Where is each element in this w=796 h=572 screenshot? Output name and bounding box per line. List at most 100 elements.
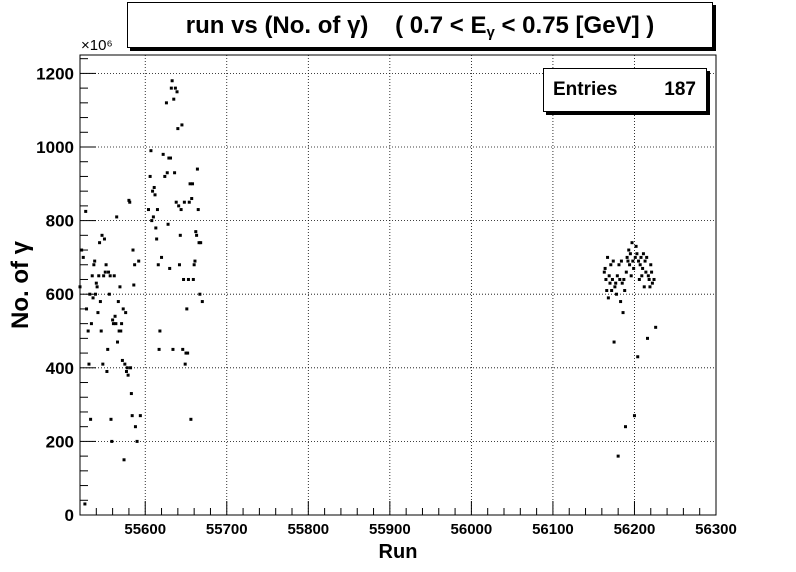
scatter-point (635, 252, 639, 256)
scatter-point (163, 174, 167, 178)
scatter-point (155, 208, 159, 212)
scatter-point (624, 270, 628, 274)
scatter-point (190, 197, 194, 201)
x-tick-label: 55800 (287, 521, 329, 538)
scatter-point (177, 204, 181, 208)
scatter-point (637, 259, 641, 263)
scatter-point (127, 198, 131, 202)
scatter-point (612, 340, 616, 344)
scatter-point (180, 123, 184, 127)
grid-lines (80, 55, 717, 515)
scatter-point (131, 248, 135, 252)
scatter-point (157, 347, 161, 351)
scatter-point (181, 347, 185, 351)
scatter-point (130, 414, 134, 418)
scatter-point (617, 263, 621, 267)
scatter-point (623, 425, 627, 429)
scatter-point (105, 369, 109, 373)
scatter-point (89, 417, 93, 421)
scatter-point (641, 252, 645, 256)
scatter-point (164, 101, 168, 105)
scatter-point (604, 277, 608, 281)
scatter-point (129, 392, 133, 396)
scatter-point (611, 259, 615, 263)
scatter-point (191, 182, 195, 186)
scatter-point (133, 425, 137, 429)
scatter-point (89, 322, 93, 326)
scatter-point (191, 277, 195, 281)
scatter-point (649, 263, 653, 267)
scatter-point (616, 454, 620, 458)
scatter-point (129, 366, 133, 370)
x-tick-label: 56000 (451, 521, 493, 538)
scatter-point (169, 86, 173, 90)
scatter-point (116, 300, 120, 304)
x-tick-label: 55600 (124, 521, 166, 538)
scatter-point (160, 255, 164, 259)
scatter-point (152, 185, 156, 189)
scatter-point (654, 325, 658, 329)
scatter-point (631, 259, 635, 263)
scatter-point (628, 263, 632, 267)
scatter-point (629, 274, 633, 278)
scatter-point (199, 241, 203, 245)
scatter-point (639, 255, 643, 259)
scatter-point (169, 156, 173, 160)
scatter-point (93, 259, 97, 263)
scatter-point (638, 263, 642, 267)
plot-frame (79, 54, 717, 516)
stats-entries-value: 187 (664, 79, 696, 100)
scatter-point (151, 189, 155, 193)
scatter-point (602, 270, 606, 274)
scatter-point (119, 329, 123, 333)
scatter-point (644, 270, 648, 274)
scatter-point (610, 289, 614, 293)
scatter-point (150, 219, 154, 223)
scatter-point (124, 369, 128, 373)
scatter-point (622, 277, 626, 281)
scatter-point (194, 230, 198, 234)
scatter-point (118, 285, 122, 289)
scatter-point (117, 329, 121, 333)
chart-title-main: run vs (No. of γ) ( 0.7 < E (185, 12, 487, 39)
x-tick-label: 56200 (614, 521, 656, 538)
scatter-point (642, 285, 646, 289)
y-tick-label: 800 (46, 212, 74, 231)
scatter-point (623, 289, 627, 293)
scatter-point (619, 259, 623, 263)
scatter-point (111, 322, 115, 326)
scatter-point (618, 277, 622, 281)
chart-title: run vs (No. of γ) ( 0.7 < Eγ < 0.75 [GeV… (128, 12, 712, 41)
scatter-point (148, 174, 152, 178)
scatter-point (176, 127, 180, 131)
scatter-point (189, 417, 193, 421)
scatter-point (110, 439, 114, 443)
scatter-point (122, 458, 126, 462)
y-axis: 0 200 400 600 800 1000 1200 (36, 58, 96, 525)
y-tick-label: 0 (65, 506, 74, 525)
scatter-point (153, 193, 157, 197)
y-axis-title: No. of γ (7, 240, 34, 329)
scatter-point (178, 233, 182, 237)
scatter-point (138, 414, 142, 418)
scatter-point (188, 182, 192, 186)
scatter-point (185, 307, 189, 311)
x-tick-label: 55900 (369, 521, 411, 538)
scatter-point (606, 296, 610, 300)
scatter-point (109, 417, 113, 421)
scatter-point (198, 292, 202, 296)
scatter-point (175, 90, 179, 94)
scatter-point (621, 311, 625, 315)
scatter-point (647, 277, 651, 281)
scatter-point (115, 215, 119, 219)
scatter-point (195, 233, 199, 237)
scatter-point (634, 244, 638, 248)
scatter-point (637, 277, 641, 281)
scatter-point (183, 362, 187, 366)
scatter-point (182, 200, 186, 204)
scatter-point (102, 237, 106, 241)
x-axis: 55600 55700 55800 55900 56000 56100 56200 56300 (79, 501, 737, 538)
scatter-point (106, 347, 110, 351)
scatter-point (186, 277, 190, 281)
scatter-point (613, 285, 617, 289)
